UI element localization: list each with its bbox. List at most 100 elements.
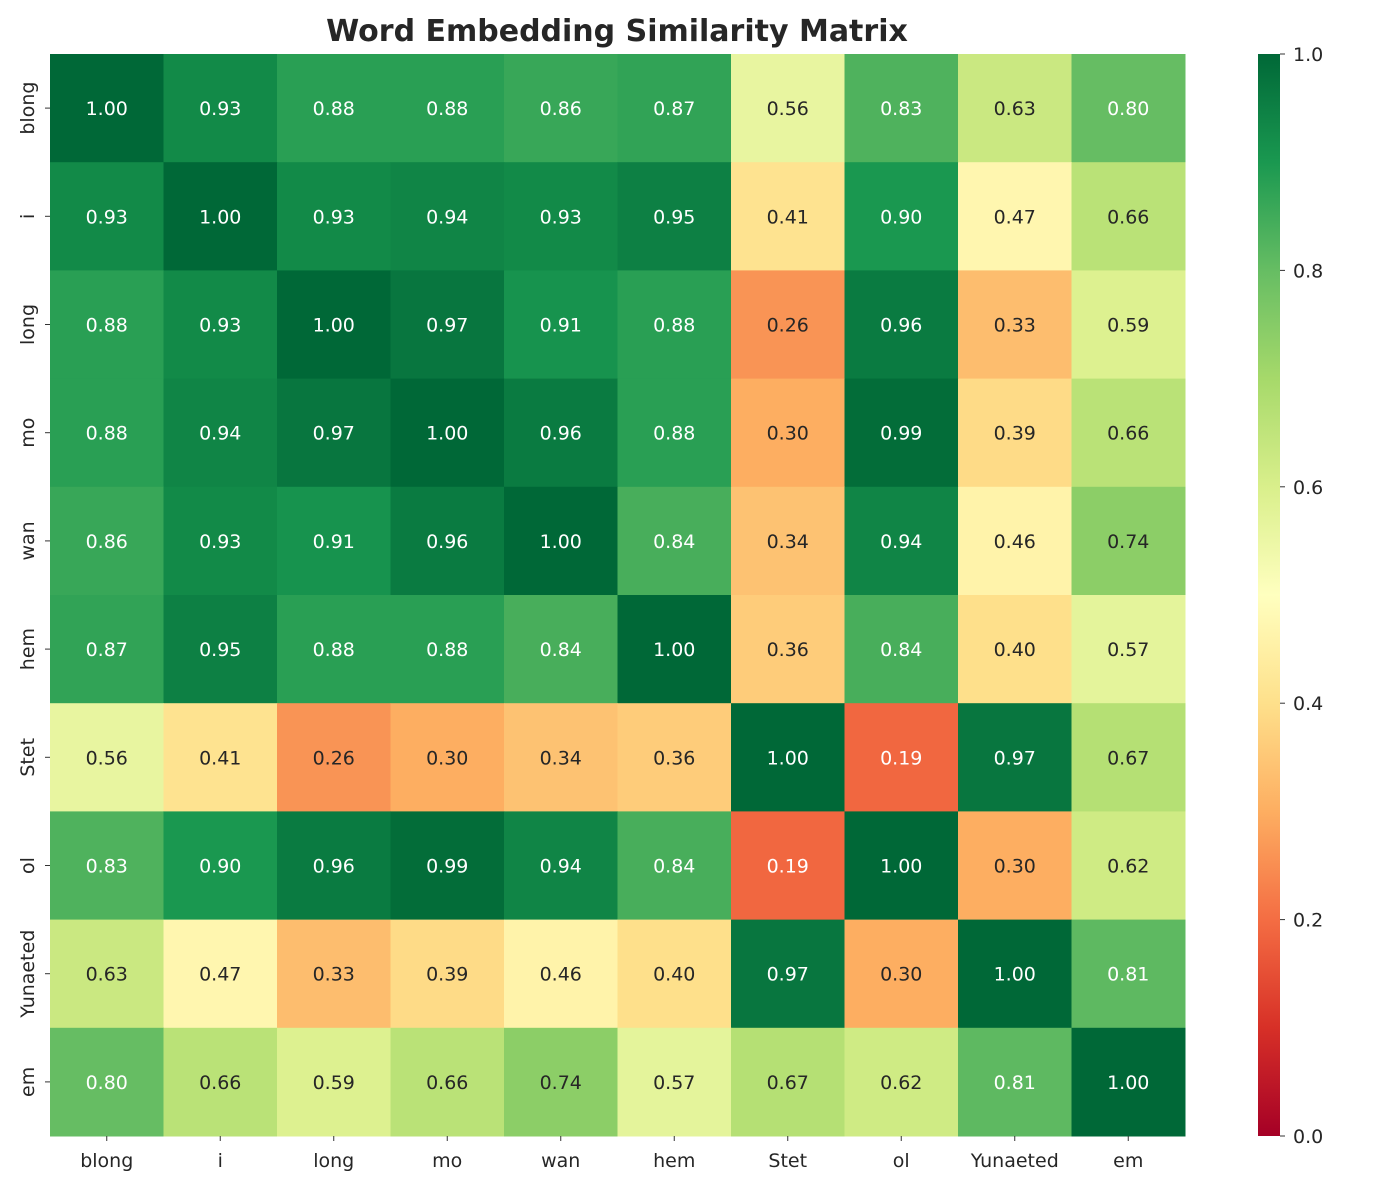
heatmap-cell xyxy=(958,595,1072,704)
cell-value-label: 0.39 xyxy=(994,423,1036,445)
y-tick-label: Yunaeted xyxy=(17,930,39,1019)
cell-value-label: 0.88 xyxy=(86,423,128,445)
heatmap-cell xyxy=(50,595,164,704)
cell-value-label: 1.00 xyxy=(653,639,695,661)
heatmap-cell xyxy=(958,811,1072,921)
colorbar-ticks: 0.0 0.2 0.4 0.6 0.8 1.0 xyxy=(1280,44,1323,1148)
cell-value-label: 0.34 xyxy=(767,531,809,553)
x-axis-labels: blong i long mo wan hem Stet ol Yunaeted em xyxy=(80,1136,1143,1172)
cell-value-label: 0.46 xyxy=(540,964,582,986)
heatmap-cell xyxy=(163,486,278,596)
cell-value-label: 0.46 xyxy=(994,531,1036,553)
heatmap-cell xyxy=(504,1027,618,1137)
heatmap-cell xyxy=(844,595,959,704)
cell-value-label: 0.90 xyxy=(199,856,241,878)
heatmap-cell xyxy=(390,378,505,488)
cell-value-label: 0.91 xyxy=(313,531,355,553)
heatmap-cell xyxy=(617,703,732,812)
heatmap-cell xyxy=(50,1027,164,1137)
cell-value-label: 0.84 xyxy=(540,639,582,661)
heatmap-cell xyxy=(504,486,618,596)
heatmap-cell xyxy=(390,162,505,271)
cell-value-label: 0.96 xyxy=(426,531,468,553)
heatmap-cell xyxy=(163,919,278,1029)
cell-value-label: 0.86 xyxy=(540,98,582,120)
heatmap-cell xyxy=(844,486,959,596)
heatmap-cell xyxy=(163,270,278,380)
heatmap-cell xyxy=(277,703,391,812)
heatmap-cell xyxy=(390,270,505,380)
cell-value-label: 0.93 xyxy=(199,531,241,553)
cell-value-label: 0.66 xyxy=(426,1072,468,1094)
heatmap-cell xyxy=(277,270,391,380)
cell-value-label: 0.40 xyxy=(653,964,695,986)
cell-value-label: 0.39 xyxy=(426,964,468,986)
cell-value-label: 0.84 xyxy=(880,639,922,661)
cell-value-label: 0.41 xyxy=(199,747,241,769)
cell-value-label: 0.93 xyxy=(313,206,355,228)
cell-value-label: 0.88 xyxy=(86,315,128,337)
cell-value-label: 1.00 xyxy=(1107,1072,1149,1094)
cell-value-label: 0.74 xyxy=(1107,531,1149,553)
cell-value-label: 1.00 xyxy=(994,964,1036,986)
y-tick-label: hem xyxy=(17,628,39,670)
cell-value-label: 0.93 xyxy=(199,98,241,120)
heatmap-cell xyxy=(163,703,278,812)
colorbar-tick-label: 0.8 xyxy=(1293,260,1323,282)
heatmap-cell xyxy=(958,919,1072,1029)
cell-value-label: 0.33 xyxy=(313,964,355,986)
heatmap-cell xyxy=(390,703,505,812)
cell-value-label: 0.30 xyxy=(767,423,809,445)
heatmap-cell xyxy=(617,595,732,704)
heatmap-cell xyxy=(844,703,959,812)
heatmap-cell xyxy=(390,486,505,596)
x-tick-label: wan xyxy=(541,1150,580,1172)
y-tick-label: wan xyxy=(17,521,39,560)
cell-value-label: 0.67 xyxy=(767,1072,809,1094)
x-tick-label: Stet xyxy=(768,1150,807,1172)
cell-value-label: 0.63 xyxy=(86,964,128,986)
y-tick-label: Stet xyxy=(17,738,39,777)
heatmap-cell xyxy=(504,378,618,488)
heatmap-cell xyxy=(958,1027,1072,1137)
heatmap-cell xyxy=(617,378,732,488)
cell-value-label: 0.88 xyxy=(426,98,468,120)
cell-value-label: 0.40 xyxy=(994,639,1036,661)
heatmap-cell xyxy=(1071,486,1186,596)
heatmap-cell xyxy=(617,919,732,1029)
cell-value-label: 0.26 xyxy=(313,747,355,769)
cell-value-label: 0.74 xyxy=(540,1072,582,1094)
heatmap-cell xyxy=(504,811,618,921)
cell-value-label: 1.00 xyxy=(86,98,128,120)
heatmap-cell xyxy=(731,1027,845,1137)
heatmap-cell xyxy=(1071,1027,1186,1137)
heatmap-cell xyxy=(1071,378,1186,488)
cell-value-label: 0.36 xyxy=(767,639,809,661)
x-tick-label: em xyxy=(1113,1150,1143,1172)
heatmap-cell xyxy=(1071,54,1186,163)
cell-value-label: 0.83 xyxy=(880,98,922,120)
cell-value-label: 0.56 xyxy=(767,98,809,120)
heatmap-cell xyxy=(844,811,959,921)
cell-value-label: 0.86 xyxy=(86,531,128,553)
y-tick-label: blong xyxy=(17,82,39,135)
cell-value-label: 0.59 xyxy=(1107,315,1149,337)
cell-value-label: 0.88 xyxy=(653,423,695,445)
heatmap-cell xyxy=(504,54,618,163)
heatmap-cell xyxy=(50,919,164,1029)
cell-value-label: 1.00 xyxy=(880,856,922,878)
cell-value-label: 0.93 xyxy=(86,206,128,228)
heatmap-cell xyxy=(731,162,845,271)
cell-value-label: 0.93 xyxy=(199,315,241,337)
cell-value-label: 0.94 xyxy=(540,856,582,878)
cell-value-label: 0.66 xyxy=(199,1072,241,1094)
heatmap-cell xyxy=(277,54,391,163)
cell-value-label: 0.97 xyxy=(767,964,809,986)
heatmap-cell xyxy=(844,1027,959,1137)
x-tick-label: long xyxy=(313,1150,354,1172)
heatmap-cell xyxy=(1071,919,1186,1029)
cell-value-label: 0.90 xyxy=(880,206,922,228)
cell-value-label: 0.36 xyxy=(653,747,695,769)
cell-value-label: 0.96 xyxy=(540,423,582,445)
